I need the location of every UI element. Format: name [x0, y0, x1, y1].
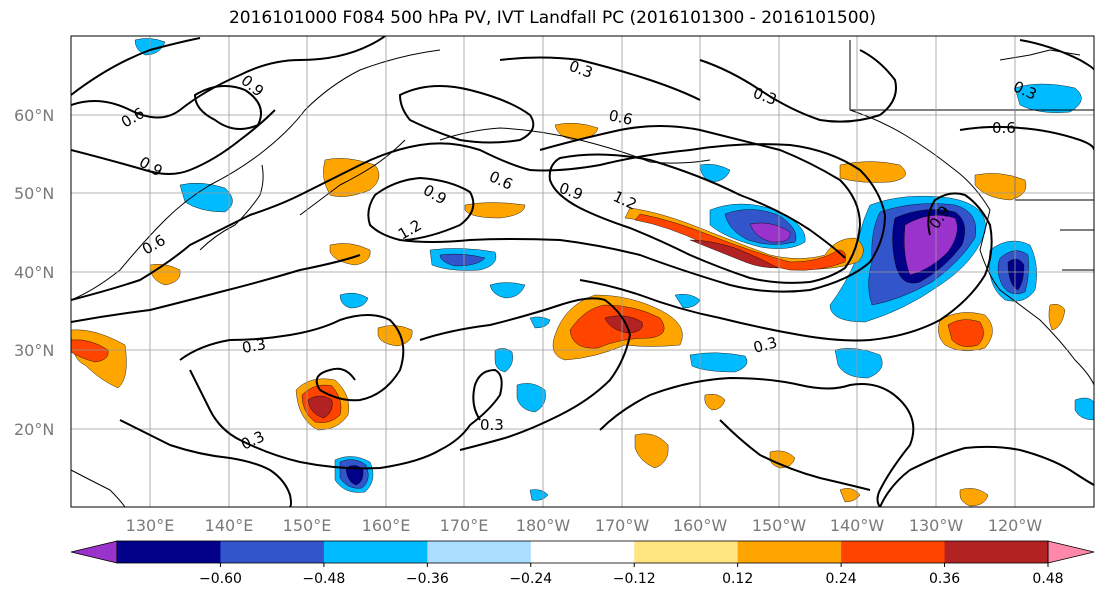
coastlines [71, 40, 1094, 507]
colorbar-segment [944, 541, 1049, 563]
colorbar-tick-label: −0.60 [199, 571, 242, 587]
colorbar-tick-label: −0.24 [509, 571, 552, 587]
contour-label: 0.3 [751, 333, 779, 357]
colorbar-tick-label: 0.24 [826, 571, 857, 587]
lat-label: 40°N [14, 263, 54, 282]
lon-label: 170°E [440, 516, 489, 535]
graticule [71, 36, 1094, 507]
colorbar-segment [117, 541, 221, 563]
lat-label: 20°N [14, 420, 54, 439]
colorbar-segment [323, 541, 428, 563]
colorbar-tick-label: −0.36 [406, 571, 449, 587]
lon-label: 180°W [516, 516, 571, 535]
lat-label: 30°N [14, 341, 54, 360]
lon-label: 130°W [909, 516, 964, 535]
colorbar-tick-label: 0.48 [1032, 571, 1063, 587]
map-frame [70, 35, 1095, 508]
contour-label: 0.3 [480, 416, 504, 434]
pv-contours [71, 36, 1094, 507]
colorbar-extend-right [1047, 540, 1095, 564]
latitude-labels: 60°N 50°N 40°N 30°N 20°N [14, 106, 54, 439]
map-area: 0.9 0.6 0.9 0.6 0.3 0.3 0.6 0.9 1.2 0.6 … [71, 36, 1094, 507]
colorbar-frame [116, 540, 1049, 564]
lon-label: 130°E [126, 516, 175, 535]
lon-label: 150°W [752, 516, 807, 535]
colorbar: −0.60 −0.48 −0.36 −0.24 −0.12 0.12 0.24 0.36 0.4… [70, 540, 1095, 587]
contour-label: 0.3 [241, 335, 268, 357]
lon-label: 170°W [595, 516, 650, 535]
lon-label: 150°E [283, 516, 332, 535]
colorbar-segment [530, 541, 635, 563]
colorbar-tick-label: −0.48 [302, 571, 345, 587]
contour-label: 0.6 [607, 106, 634, 129]
lon-label: 140°E [205, 516, 254, 535]
colorbar-segment [737, 541, 842, 563]
contour-label: 0.6 [992, 119, 1016, 137]
lat-label: 50°N [14, 184, 54, 203]
map-title: 2016101000 F084 500 hPa PV, IVT Landfall… [228, 8, 876, 28]
colorbar-segment [841, 541, 946, 563]
lon-label: 140°W [830, 516, 885, 535]
lon-label: 120°W [988, 516, 1043, 535]
colorbar-tick-label: 0.12 [722, 571, 753, 587]
colorbar-segment [634, 541, 739, 563]
colorbar-tick-label: −0.12 [613, 571, 656, 587]
longitude-labels: 130°E 140°E 150°E 160°E 170°E 180°W 170°… [126, 516, 1043, 535]
colorbar-tick-label: 0.36 [929, 571, 960, 587]
shaded-fields [71, 38, 1094, 507]
lon-label: 160°W [673, 516, 728, 535]
lon-label: 160°E [362, 516, 411, 535]
colorbar-extend-left [70, 540, 118, 564]
colorbar-segment [427, 541, 532, 563]
colorbar-segment [220, 541, 325, 563]
lat-label: 60°N [14, 106, 54, 125]
